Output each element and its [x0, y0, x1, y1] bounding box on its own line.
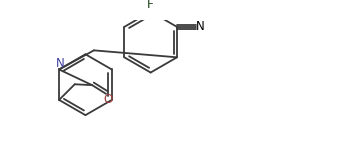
- Text: N: N: [56, 57, 64, 70]
- Text: F: F: [147, 0, 154, 11]
- Text: F: F: [147, 0, 154, 11]
- Text: O: O: [103, 93, 112, 106]
- Text: N: N: [196, 20, 205, 33]
